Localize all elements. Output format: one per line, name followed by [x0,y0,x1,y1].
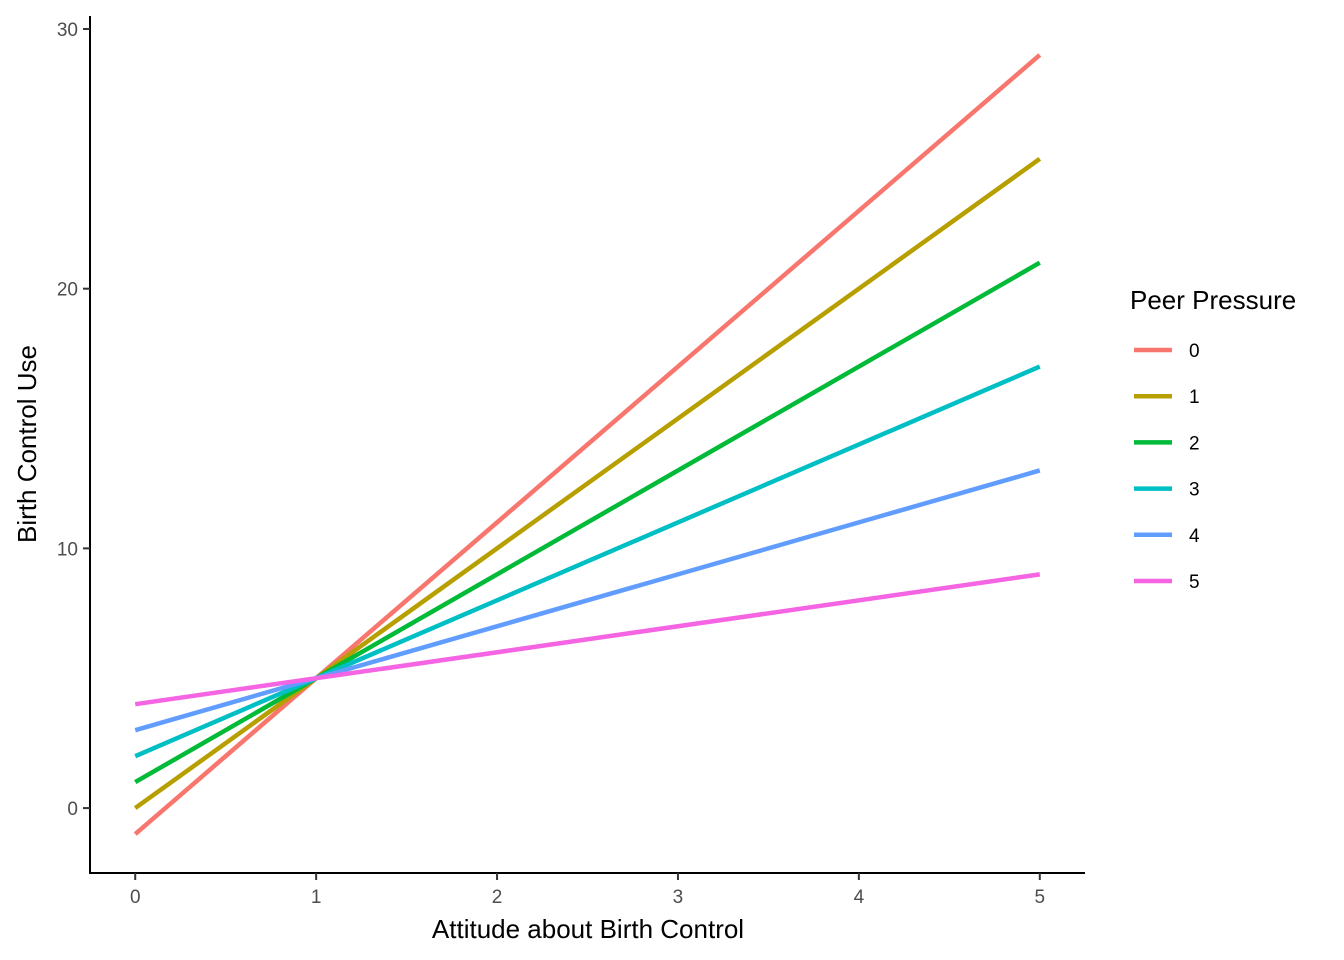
series-line-4 [134,468,1041,733]
x-tick-label: 3 [673,887,684,908]
plot-series-group [133,53,1042,836]
legend-label-5: 5 [1189,572,1200,593]
legend-label-4: 4 [1189,526,1200,547]
legend-items: 0 1 2 3 4 5 [1134,341,1200,593]
x-tick-label: 0 [130,887,141,908]
legend-label-0: 0 [1189,341,1200,362]
legend-label-2: 2 [1189,433,1200,454]
legend: Peer Pressure 0 1 2 3 4 5 [1130,285,1296,593]
legend-label-1: 1 [1189,387,1200,408]
x-tick-label: 5 [1034,887,1045,908]
series-line-3 [134,364,1041,759]
x-axis-title: Attitude about Birth Control [432,914,744,944]
x-axis-ticks: 0 1 2 3 4 5 [130,873,1045,908]
y-tick-label: 20 [57,280,78,301]
series-line-0 [133,53,1042,836]
legend-label-3: 3 [1189,480,1200,501]
legend-title: Peer Pressure [1130,285,1296,315]
y-tick-label: 0 [67,799,78,820]
series-line-5 [134,572,1041,707]
y-axis-title: Birth Control Use [12,345,42,543]
y-tick-label: 10 [57,539,78,560]
x-tick-label: 4 [854,887,865,908]
y-tick-label: 30 [57,20,78,41]
y-axis-ticks: 0 10 20 30 [57,20,90,820]
x-tick-label: 2 [492,887,503,908]
series-line-2 [134,260,1041,785]
x-tick-label: 1 [311,887,322,908]
series-line-1 [133,157,1042,810]
